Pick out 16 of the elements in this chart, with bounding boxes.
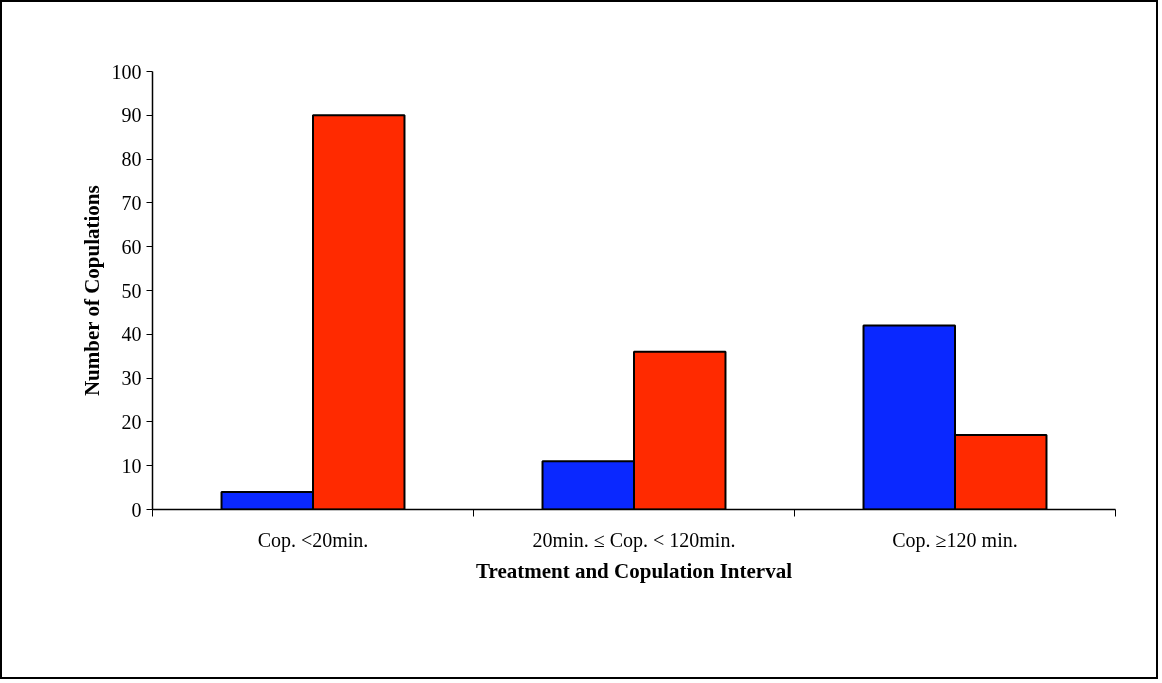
- y-tick-label: 70: [121, 191, 142, 214]
- x-axis-title: Treatment and Copulation Interval: [476, 558, 793, 583]
- x-tick-label: Cop. ≥120 min.: [892, 528, 1018, 552]
- y-tick-label: 0: [131, 498, 142, 521]
- y-tick-label: 60: [121, 235, 142, 258]
- y-tick-label: 20: [121, 410, 142, 433]
- y-tick-label: 90: [121, 104, 142, 127]
- y-tick-label: 80: [121, 148, 142, 171]
- x-tick-label: Cop. <20min.: [257, 528, 369, 552]
- y-tick-label: 50: [121, 279, 142, 302]
- y-tick-label: 10: [121, 454, 142, 477]
- y-tick-label: 30: [121, 367, 142, 390]
- x-tick-label: 20min. ≤ Cop. < 120min.: [532, 528, 736, 552]
- y-axis-title: Number of Copulations: [79, 185, 104, 397]
- y-tick-label: 100: [111, 60, 142, 83]
- y-tick-label: 40: [121, 323, 142, 346]
